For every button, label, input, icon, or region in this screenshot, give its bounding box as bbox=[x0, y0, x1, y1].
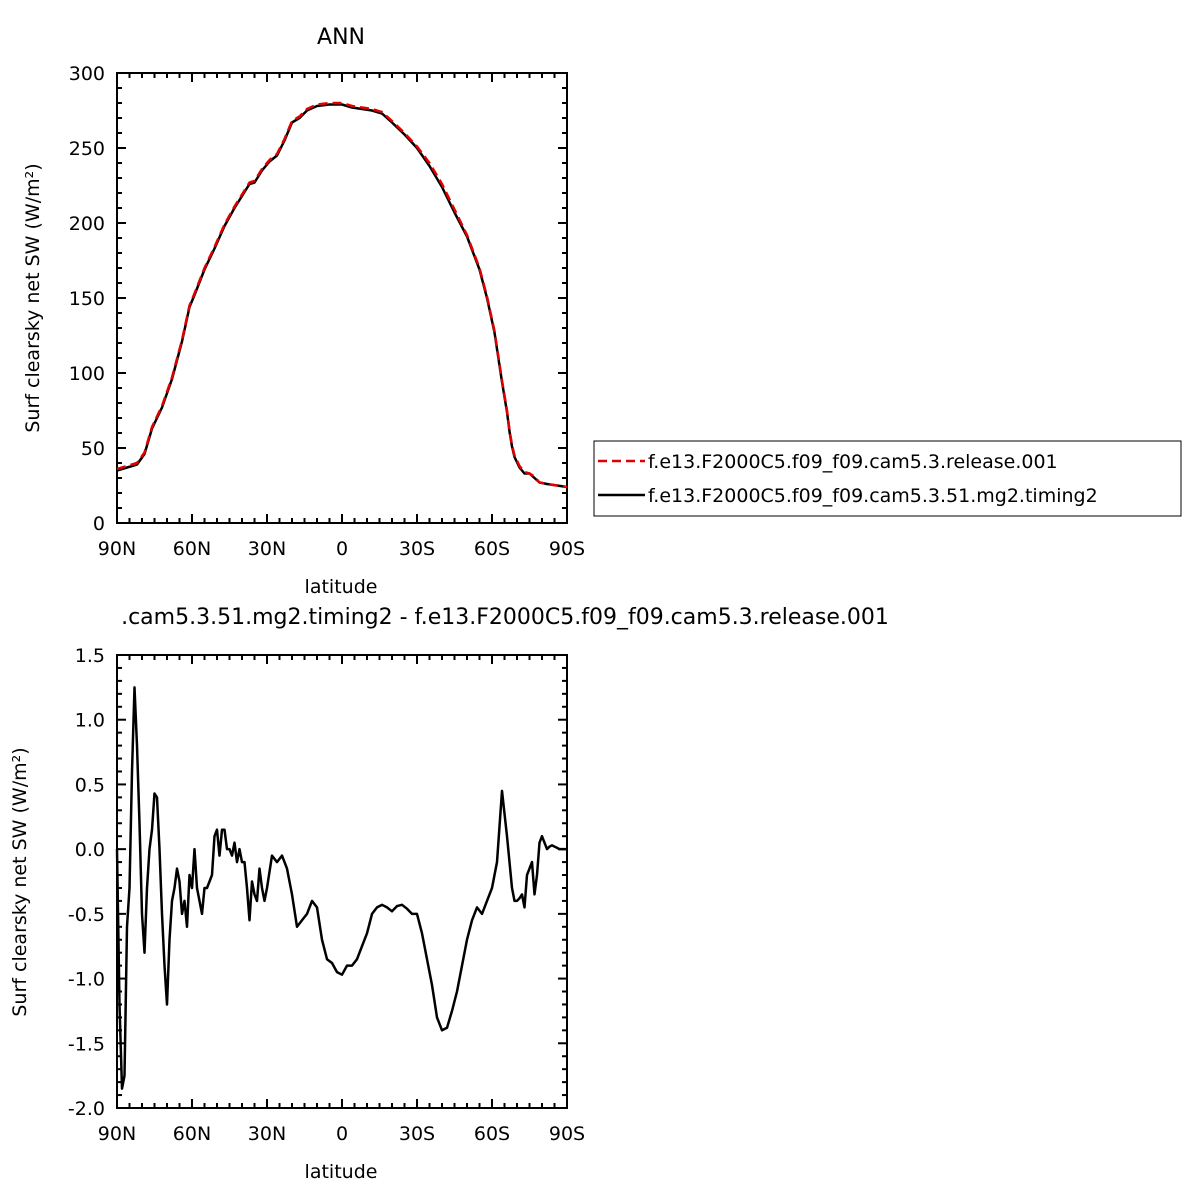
series-line bbox=[116, 101, 568, 489]
y-tick-label: -1.5 bbox=[68, 1033, 105, 1055]
y-tick-labels: 0 50 100 150 200 250 300 bbox=[69, 63, 105, 535]
y-axis-label: Surf clearsky net SW (W/m²) bbox=[22, 163, 44, 432]
y-tick-label: 1.5 bbox=[75, 645, 105, 667]
x-tick-label: 90S bbox=[549, 1123, 585, 1145]
x-tick-label: 30S bbox=[399, 1123, 435, 1145]
y-axis-label: Surf clearsky net SW (W/m²) bbox=[9, 747, 31, 1016]
x-axis-label: latitude bbox=[305, 576, 378, 598]
y-tick-label: -0.5 bbox=[68, 904, 105, 926]
y-tick-label: 0.5 bbox=[75, 774, 105, 796]
x-tick-label: 60N bbox=[173, 538, 211, 560]
x-tick-label: 90S bbox=[549, 538, 585, 560]
x-tick-labels: 90N 60N 30N 0 30S 60S 90S bbox=[98, 1123, 585, 1145]
y-tick-label: 50 bbox=[81, 438, 105, 460]
y-tick-label: 250 bbox=[69, 138, 105, 160]
x-tick-label: 60S bbox=[474, 538, 510, 560]
x-tick-label: 60N bbox=[173, 1123, 211, 1145]
y-tick-labels: -2.0 -1.5 -1.0 -0.5 0.0 0.5 1.0 1.5 bbox=[68, 645, 105, 1120]
x-axis-label: latitude bbox=[305, 1161, 378, 1183]
plot-frame bbox=[116, 654, 568, 1109]
x-tick-label: 0 bbox=[336, 538, 348, 560]
y-tick-label: 200 bbox=[69, 213, 105, 235]
chart-title: .cam5.3.51.mg2.timing2 - f.e13.F2000C5.f… bbox=[121, 605, 889, 630]
x-tick-label: 30N bbox=[248, 1123, 286, 1145]
x-tick-label: 30S bbox=[399, 538, 435, 560]
x-tick-label: 30N bbox=[248, 538, 286, 560]
legend-entry-release: f.e13.F2000C5.f09_f09.cam5.3.release.001 bbox=[648, 451, 1058, 473]
y-tick-label: -1.0 bbox=[68, 969, 105, 991]
series-group bbox=[115, 686, 567, 1090]
y-tick-label: -2.0 bbox=[68, 1098, 105, 1120]
y-tick-label: 0.0 bbox=[75, 839, 105, 861]
x-tick-label: 60S bbox=[474, 1123, 510, 1145]
x-tick-label: 0 bbox=[336, 1123, 348, 1145]
series-group bbox=[116, 101, 568, 489]
legend-box bbox=[593, 440, 1182, 517]
y-tick-label: 100 bbox=[69, 363, 105, 385]
x-tick-label: 90N bbox=[98, 538, 136, 560]
x-tick-label: 90N bbox=[98, 1123, 136, 1145]
chart-title: ANN bbox=[317, 25, 365, 50]
legend: f.e13.F2000C5.f09_f09.cam5.3.release.001… bbox=[593, 440, 1182, 517]
series-line bbox=[115, 686, 567, 1090]
axis-ticks bbox=[116, 72, 568, 524]
y-tick-label: 1.0 bbox=[75, 710, 105, 732]
y-tick-label: 300 bbox=[69, 63, 105, 85]
x-tick-labels: 90N 60N 30N 0 30S 60S 90S bbox=[98, 538, 585, 560]
axis-ticks bbox=[116, 654, 568, 1109]
y-tick-label: 150 bbox=[69, 288, 105, 310]
chart-panel-difference: .cam5.3.51.mg2.timing2 - f.e13.F2000C5.f… bbox=[9, 605, 889, 1183]
legend-entry-timing2: f.e13.F2000C5.f09_f09.cam5.3.51.mg2.timi… bbox=[648, 485, 1098, 507]
plot-frame bbox=[116, 72, 568, 524]
series-line bbox=[116, 103, 568, 489]
y-tick-label: 0 bbox=[93, 513, 105, 535]
